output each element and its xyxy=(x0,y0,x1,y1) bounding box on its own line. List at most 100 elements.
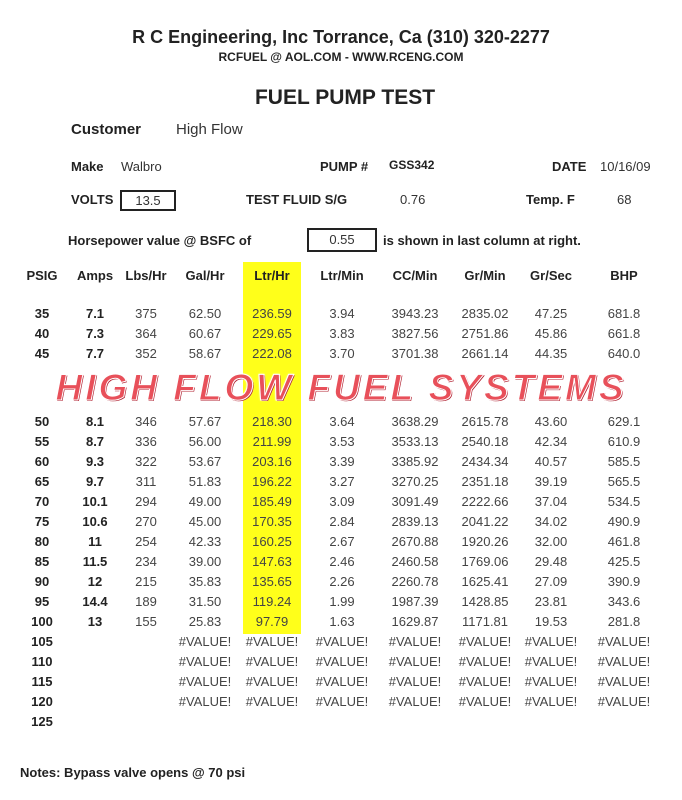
table-cell: #VALUE! xyxy=(388,654,442,669)
table-cell: 2.67 xyxy=(329,534,355,549)
date-label: DATE xyxy=(552,159,587,174)
table-cell: 43.60 xyxy=(534,414,568,429)
table-cell: 12 xyxy=(87,574,103,589)
table-cell: 629.1 xyxy=(607,414,641,429)
table-cell: 236.59 xyxy=(252,306,292,321)
table-cell: 294 xyxy=(135,494,157,509)
table-cell: 218.30 xyxy=(252,414,292,429)
table-cell: #VALUE! xyxy=(597,654,651,669)
table-cell: 1428.85 xyxy=(461,594,509,609)
table-cell: #VALUE! xyxy=(524,694,578,709)
table-cell: 34.02 xyxy=(534,514,568,529)
table-cell: 3.53 xyxy=(329,434,355,449)
table-cell: #VALUE! xyxy=(245,674,299,689)
table-cell: 346 xyxy=(135,414,157,429)
table-cell: 50 xyxy=(34,414,50,429)
contact-line: RCFUEL @ AOL.COM - WWW.RCENG.COM xyxy=(218,50,464,64)
table-cell: 11 xyxy=(88,534,102,549)
table-cell: 3.83 xyxy=(329,326,355,341)
table-cell: 3.94 xyxy=(329,306,355,321)
table-cell: 51.83 xyxy=(188,474,222,489)
table-cell: 2835.02 xyxy=(461,306,509,321)
table-cell: 44.35 xyxy=(534,346,568,361)
table-cell: 62.50 xyxy=(188,306,222,321)
make-label: Make xyxy=(71,159,104,174)
table-cell: 65 xyxy=(34,474,50,489)
table-cell: #VALUE! xyxy=(388,634,442,649)
table-cell: 8.7 xyxy=(85,434,105,449)
table-cell: #VALUE! xyxy=(315,634,369,649)
pump-value: GSS342 xyxy=(389,158,435,172)
table-cell: 2661.14 xyxy=(461,346,509,361)
table-cell: 10.1 xyxy=(82,494,108,509)
table-cell: #VALUE! xyxy=(388,674,442,689)
table-cell: 3091.49 xyxy=(391,494,439,509)
ltr-hr-highlight xyxy=(243,262,301,634)
table-cell: 90 xyxy=(34,574,50,589)
table-cell: 375 xyxy=(135,306,157,321)
table-cell: 189 xyxy=(135,594,157,609)
table-cell: 105 xyxy=(31,634,53,649)
table-cell: 610.9 xyxy=(607,434,641,449)
customer-value: High Flow xyxy=(176,121,243,138)
table-cell: 3943.23 xyxy=(391,306,439,321)
table-cell: 2540.18 xyxy=(461,434,509,449)
table-cell: 39.00 xyxy=(188,554,222,569)
table-cell: 75 xyxy=(34,514,50,529)
table-cell: 45.86 xyxy=(534,326,568,341)
table-cell: 534.5 xyxy=(607,494,641,509)
column-header: PSIG xyxy=(26,268,58,283)
table-cell: 2.46 xyxy=(329,554,355,569)
table-cell: #VALUE! xyxy=(458,634,512,649)
table-cell: 7.1 xyxy=(85,306,105,321)
table-cell: #VALUE! xyxy=(315,674,369,689)
table-cell: 7.7 xyxy=(85,346,105,361)
table-cell: 120 xyxy=(31,694,53,709)
table-cell: 2222.66 xyxy=(461,494,509,509)
table-cell: 3270.25 xyxy=(391,474,439,489)
table-cell: 640.0 xyxy=(607,346,641,361)
table-cell: 1920.26 xyxy=(461,534,509,549)
table-cell: 56.00 xyxy=(188,434,222,449)
table-cell: 49.00 xyxy=(188,494,222,509)
hp-suffix: is shown in last column at right. xyxy=(383,233,581,248)
table-cell: 8.1 xyxy=(85,414,105,429)
company-line: R C Engineering, Inc Torrance, Ca (310) … xyxy=(132,27,550,47)
table-cell: 322 xyxy=(135,454,157,469)
table-cell: #VALUE! xyxy=(388,694,442,709)
table-cell: 60 xyxy=(34,454,50,469)
table-cell: #VALUE! xyxy=(245,694,299,709)
table-cell: 311 xyxy=(135,474,157,489)
table-cell: #VALUE! xyxy=(458,654,512,669)
table-cell: 2615.78 xyxy=(461,414,509,429)
test-fluid-value: 0.76 xyxy=(400,192,426,207)
table-cell: 100 xyxy=(31,614,53,629)
table-cell: 425.5 xyxy=(607,554,641,569)
table-cell: 53.67 xyxy=(188,454,222,469)
table-cell: 80 xyxy=(34,534,50,549)
volts-label: VOLTS xyxy=(71,192,114,207)
table-cell: 11.5 xyxy=(82,554,108,569)
table-cell: 3638.29 xyxy=(391,414,439,429)
table-cell: 155 xyxy=(135,614,157,629)
hp-label: Horsepower value @ BSFC of xyxy=(68,233,252,248)
table-cell: 1.63 xyxy=(329,614,355,629)
table-cell: #VALUE! xyxy=(597,694,651,709)
table-cell: #VALUE! xyxy=(245,654,299,669)
table-cell: 2.84 xyxy=(329,514,355,529)
table-cell: 185.49 xyxy=(252,494,292,509)
table-cell: 3533.13 xyxy=(391,434,439,449)
table-cell: 2434.34 xyxy=(461,454,509,469)
table-cell: 70 xyxy=(34,494,50,509)
table-cell: 336 xyxy=(135,434,157,449)
table-cell: 2041.22 xyxy=(461,514,509,529)
column-header: Ltr/Min xyxy=(320,268,364,283)
table-cell: 57.67 xyxy=(188,414,222,429)
table-cell: 1629.87 xyxy=(391,614,439,629)
table-cell: #VALUE! xyxy=(178,634,232,649)
table-cell: 1.99 xyxy=(329,594,355,609)
table-cell: 10.6 xyxy=(82,514,108,529)
table-cell: 254 xyxy=(135,534,157,549)
table-cell: 37.04 xyxy=(534,494,568,509)
volts-value: 13.5 xyxy=(120,190,176,211)
